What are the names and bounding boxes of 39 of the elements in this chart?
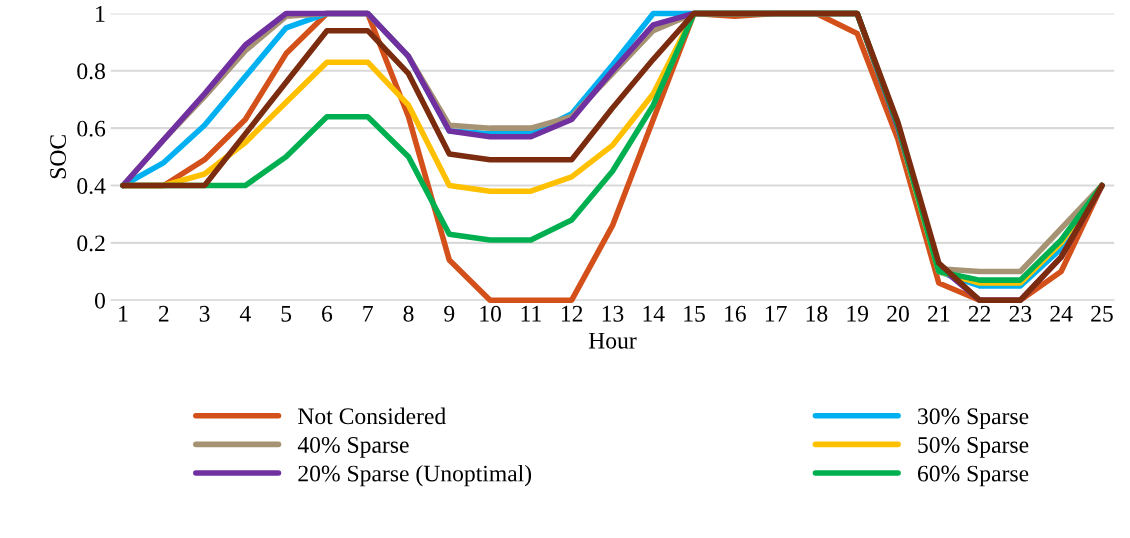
- y-tick-label: 0.2: [77, 235, 105, 252]
- legend-label: Not Considered: [298, 407, 446, 425]
- x-tick-label: 22: [968, 305, 991, 322]
- x-tick-label: 13: [602, 305, 624, 322]
- legend-label: 40% Sparse: [297, 436, 409, 458]
- x-tick-label: 9: [444, 305, 455, 322]
- y-tick-label: 0.4: [77, 177, 106, 195]
- legend-label: 60% Sparse: [917, 465, 1029, 487]
- x-tick-label: 15: [684, 305, 705, 322]
- x-tick-label: 20: [887, 305, 909, 322]
- x-tick-label: 12: [561, 305, 583, 322]
- legend-label: 50% Sparse: [918, 436, 1029, 458]
- x-tick-label: 19: [847, 305, 869, 322]
- y-tick-label: 0.8: [77, 63, 105, 80]
- x-tick-label: 8: [403, 305, 414, 322]
- x-tick-label: 4: [239, 305, 251, 322]
- x-tick-label: 23: [1009, 305, 1032, 322]
- x-tick-label: 17: [765, 305, 787, 322]
- x-tick-label: 14: [643, 305, 665, 322]
- x-tick-label: 7: [363, 305, 373, 322]
- x-tick-label: 16: [725, 305, 746, 322]
- y-tick-label: 1: [96, 6, 105, 22]
- x-tick-label: 18: [806, 305, 828, 322]
- x-tick-label: 10: [480, 305, 501, 322]
- y-tick-label: 0.6: [77, 120, 106, 137]
- x-tick-label: 11: [521, 305, 541, 322]
- x-tick-label: 24: [1050, 305, 1073, 322]
- x-tick-label: 2: [158, 305, 169, 322]
- y-axis-title: SOC: [50, 135, 67, 179]
- x-tick-label: 3: [199, 305, 210, 322]
- x-tick-label: 5: [281, 305, 292, 322]
- legend-label: 20% Sparse (Unoptimal): [298, 464, 532, 487]
- x-tick-label: 6: [322, 305, 333, 322]
- x-tick-label: 1: [119, 305, 128, 322]
- y-tick-label: 0: [94, 292, 105, 309]
- x-axis-title: Hour: [588, 332, 637, 349]
- x-tick-label: 21: [928, 305, 950, 322]
- x-tick-label: 25: [1091, 305, 1113, 322]
- legend-label: 30% Sparse: [918, 408, 1029, 430]
